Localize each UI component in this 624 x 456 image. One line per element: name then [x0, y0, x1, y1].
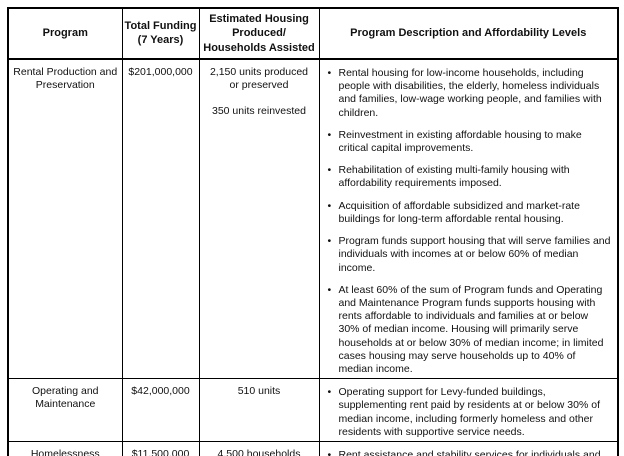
program-name: Homelessness Prevention and Housing Stab…: [7, 441, 123, 456]
estimated-housing-cell: 2,150 units produced or preserved 350 uni…: [198, 58, 320, 380]
estimated-value: 2,150 units produced or preserved: [209, 65, 309, 92]
table-row-operating-maintenance: Operating and Maintenance $42,000,000 51…: [7, 378, 619, 443]
description-cell: Operating support for Levy-funded buildi…: [318, 378, 619, 443]
header-row: Program Total Funding (7 Years) Estimate…: [7, 7, 619, 60]
program-name: Operating and Maintenance: [7, 378, 123, 443]
bullet-item: Program funds support housing that will …: [326, 235, 612, 275]
estimated-value: 4,500 households: [217, 448, 301, 456]
estimated-housing-cell: 510 units: [198, 378, 320, 443]
estimated-value: 510 units: [237, 385, 281, 398]
estimated-values: 2,150 units produced or preserved 350 uni…: [206, 66, 313, 119]
description-bullet-list: Rent assistance and stability services f…: [326, 449, 612, 456]
bullet-item: Operating support for Levy-funded buildi…: [326, 386, 612, 439]
description-cell: Rent assistance and stability services f…: [318, 441, 619, 456]
funding-amount: $201,000,000: [121, 58, 200, 380]
description-bullet-list: Rental housing for low-income households…: [326, 67, 612, 376]
table-row-rental-production: Rental Production and Preservation $201,…: [7, 58, 619, 380]
estimated-values: 4,500 households: [206, 448, 313, 456]
bullet-item: Rehabilitation of existing multi-family …: [326, 164, 612, 190]
bullet-item: Acquisition of affordable subsidized and…: [326, 200, 612, 226]
table-row-homelessness-prevention: Homelessness Prevention and Housing Stab…: [7, 441, 619, 456]
estimated-value: 350 units reinvested: [212, 105, 306, 118]
estimated-housing-cell: 4,500 households: [198, 441, 320, 456]
bullet-item: Reinvestment in existing affordable hous…: [326, 129, 612, 155]
funding-amount: $11,500,000: [121, 441, 200, 456]
program-name: Rental Production and Preservation: [7, 58, 123, 380]
housing-levy-program-table: Program Total Funding (7 Years) Estimate…: [7, 7, 619, 456]
header-description: Program Description and Affordability Le…: [318, 7, 619, 60]
bullet-item: Rental housing for low-income households…: [326, 67, 612, 120]
description-cell: Rental housing for low-income households…: [318, 58, 619, 380]
bullet-item: Rent assistance and stability services f…: [326, 449, 612, 456]
funding-amount: $42,000,000: [121, 378, 200, 443]
header-total-funding: Total Funding (7 Years): [121, 7, 200, 60]
description-bullet-list: Operating support for Levy-funded buildi…: [326, 386, 612, 439]
header-estimated-housing: Estimated Housing Produced/ Households A…: [198, 7, 320, 60]
header-program: Program: [7, 7, 123, 60]
bullet-item: At least 60% of the sum of Program funds…: [326, 284, 612, 377]
estimated-values: 510 units: [206, 385, 313, 398]
